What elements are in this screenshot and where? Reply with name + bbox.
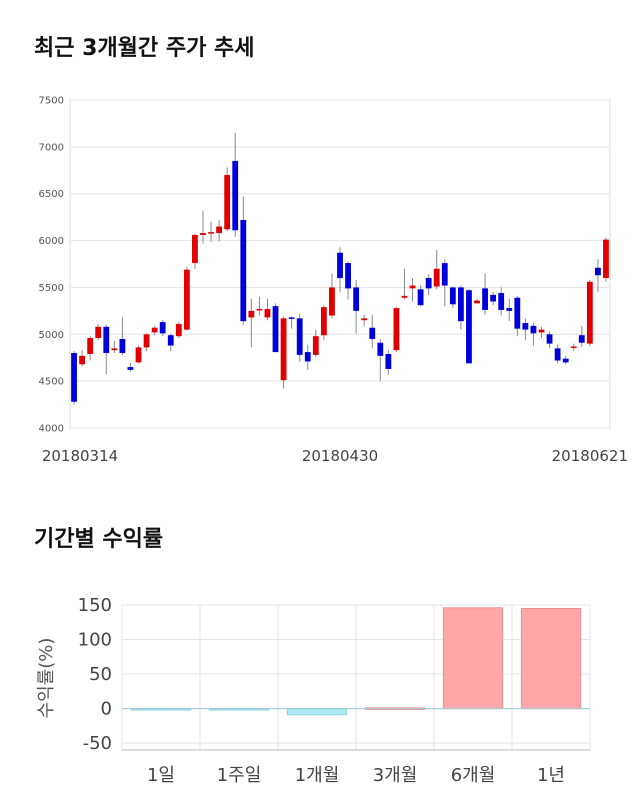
candle-body [369,327,376,339]
return-bar [520,607,582,710]
candle-body [603,239,609,279]
y-tick-label: 150 [78,595,112,616]
candle-body [586,281,593,344]
candle-body [232,160,239,231]
candle-body [312,336,319,355]
x-category-label: 1주일 [217,765,262,786]
y-axis-title: 수익률(%) [36,638,57,719]
x-category-label: 1개월 [295,765,340,786]
candle-body [417,289,424,306]
candle-body [546,334,553,344]
y-tick-label: 4000 [39,424,64,435]
candle-body [506,308,513,311]
candle-body [441,263,448,286]
candle-body [474,300,480,304]
x-date-label: 20180314 [42,447,118,465]
candle-body [119,338,126,354]
x-date-label: 20180430 [302,447,378,465]
candle-body [554,348,561,361]
candle-body [514,297,521,329]
y-tick-label: 6000 [39,236,64,247]
y-tick-label: 6500 [39,189,64,200]
candle-body [409,285,416,289]
candle-body [449,287,456,305]
x-category-label: 3개월 [373,765,418,786]
candle-body [200,233,206,235]
y-tick-label: 7500 [39,96,64,107]
x-date-label: 20180621 [552,447,628,465]
candle-body [329,287,335,316]
x-category-label: 1일 [147,765,175,786]
candle-body [457,287,464,322]
candle-body [393,308,400,351]
x-category-label: 1년 [537,765,565,786]
candlestick-chart: 4000 4500 5000 5500 6000 6500 7000 7500 20180314… [39,96,628,466]
candle-body [71,353,77,402]
return-bar [286,708,348,716]
y-tick-label: 50 [89,664,112,685]
candle-body [538,329,545,333]
candle-body [498,293,505,310]
x-category-label: 6개월 [451,765,496,786]
candle-body [288,317,295,319]
candle-body [570,346,577,348]
candle-body [578,335,585,343]
y-tick-label: 0 [101,699,112,720]
y-tick-label: 4500 [39,377,64,388]
return-bar [442,607,504,710]
candle-body [256,308,263,311]
candle-body [167,335,174,346]
candle-body [401,295,408,298]
candle-body [95,326,102,339]
candle-body [562,358,569,363]
candle-body [304,352,311,362]
candle-body [208,232,214,234]
candle-body [159,322,166,334]
candle-body [264,308,271,318]
candle-body [466,290,472,364]
candle-body [87,338,94,354]
candle-body [361,318,368,321]
stock-trend-title: 최근 3개월간 주가 추세 [34,36,255,61]
candle-body [320,307,327,336]
y-tick-label: -50 [83,733,112,754]
y-tick-label: 7000 [39,142,64,153]
candle-body [143,334,150,348]
candle-body [79,355,85,365]
candle-body [280,318,287,381]
y-tick-label: 5000 [39,330,64,341]
candle-body [240,219,247,322]
candle-body [248,310,255,318]
candle-body [192,234,198,264]
candle-body [224,174,231,230]
candle-body [595,267,601,276]
candle-body [296,318,303,355]
candle-body [183,269,190,330]
period-return-title: 기간별 수익률 [34,527,164,552]
y-tick-label: 100 [78,630,112,651]
candle-body [272,306,279,353]
candle-body [216,226,223,234]
candle-body [135,347,142,363]
candle-body [385,353,392,369]
candle-body [530,325,537,334]
candle-body [151,327,158,333]
candle-body [353,287,360,311]
candle-body [127,367,134,370]
y-tick-label: 5500 [39,283,64,294]
candle-body [490,294,497,302]
candle-body [345,263,351,289]
candle-body [522,323,529,330]
candle-body [175,323,182,337]
candle-body [482,288,488,310]
candle-body [111,348,118,351]
candle-body [103,326,110,354]
candle-body [433,268,440,287]
candle-body [425,278,432,289]
candle-body [377,342,384,356]
candle-body [337,252,343,279]
